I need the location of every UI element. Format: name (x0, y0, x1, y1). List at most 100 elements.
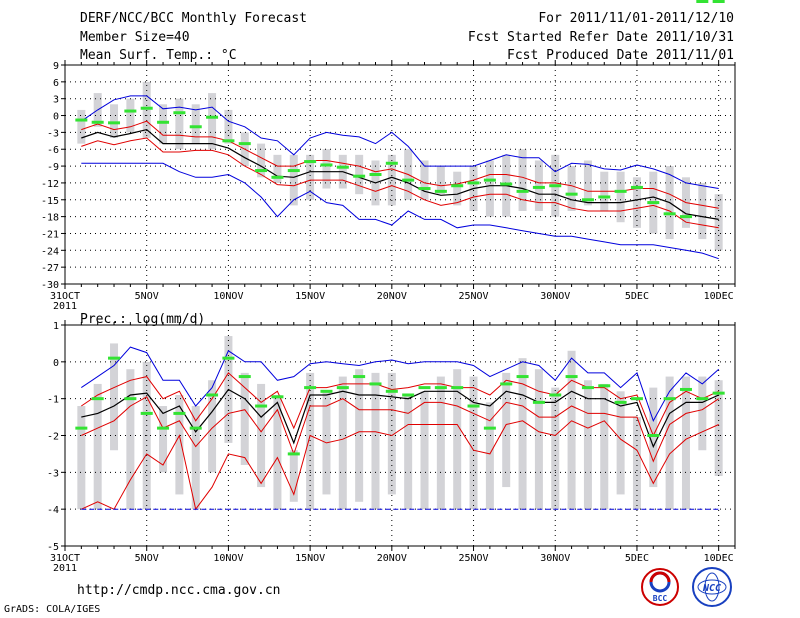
precipitation-panel: -5 -4 -3 -2 -1 0 1 31OCT 5NOV 10NOV 15NOV 20NOV 25NO… (47, 320, 736, 574)
source-url[interactable]: http://cmdp.ncc.cma.gov.cn (77, 583, 281, 598)
spread-box (77, 406, 86, 510)
median-mark (712, 391, 725, 395)
y-tick-label: -15 (41, 196, 59, 207)
median-mark (532, 400, 545, 404)
median-mark (679, 387, 692, 391)
median-mark (614, 189, 627, 193)
spread-box (714, 194, 723, 251)
median-mark (647, 434, 660, 437)
median-mark (679, 215, 692, 219)
series-ensemble-mean (81, 128, 719, 220)
median-mark (712, 0, 725, 3)
spread-box (306, 372, 315, 510)
y-tick-label: -9 (47, 162, 59, 173)
spread-box (191, 406, 200, 510)
y-tick-label: -2 (47, 432, 59, 443)
spread-box (616, 171, 625, 223)
median-mark (140, 106, 153, 110)
x-tick-label: 10DEC (704, 291, 734, 302)
median-mark (91, 397, 104, 401)
y-tick-label: 1 (53, 321, 59, 332)
spread-box (632, 417, 641, 510)
spread-box (355, 154, 364, 195)
spread-box (485, 402, 494, 510)
median-mark (549, 184, 562, 188)
median-mark (124, 397, 137, 401)
median-mark (320, 389, 333, 393)
median-mark (353, 375, 366, 379)
median-mark (287, 452, 300, 456)
spread-box (567, 166, 576, 211)
spread-box (502, 372, 511, 488)
median-mark (124, 109, 137, 113)
median-mark (173, 411, 186, 415)
x-tick-label: 31OCT (50, 553, 80, 564)
spread-box (649, 387, 658, 488)
median-mark (320, 163, 333, 167)
median-mark (206, 393, 219, 397)
median-mark (483, 426, 496, 430)
forecast-period: For 2011/11/01-2011/12/10 (538, 11, 734, 26)
y-tick-label: -6 (47, 145, 59, 156)
median-mark (434, 386, 447, 390)
spread-box (551, 387, 560, 510)
median-mark (287, 169, 300, 173)
spread-box (600, 383, 609, 510)
spread-box (453, 369, 462, 510)
spread-box (257, 383, 266, 488)
x-tick-label: 31OCT (50, 291, 80, 302)
median-mark (140, 411, 153, 415)
spread-box (404, 394, 413, 510)
spread-box (77, 109, 86, 144)
spread-box (126, 369, 135, 510)
median-mark (696, 397, 709, 401)
spread-box (93, 383, 102, 510)
spread-box (273, 394, 282, 510)
series-min (81, 420, 719, 511)
x-tick-label: 30NOV (540, 291, 570, 302)
spread-box (420, 160, 429, 200)
y-tick-label: 0 (53, 358, 59, 369)
variable-label: Mean Surf. Temp.: °C (80, 48, 237, 63)
spread-box (698, 376, 707, 451)
spread-box (175, 394, 184, 495)
bcc-logo: BCC (641, 568, 679, 606)
grads-credit: GrADS: COLA/IGES (4, 604, 101, 615)
spread-box (289, 154, 298, 206)
x-tick-label: 10NOV (213, 553, 243, 564)
y-tick-label: -4 (47, 505, 59, 516)
spread-box (714, 380, 723, 477)
spread-box (273, 154, 282, 183)
spread-box (191, 104, 200, 144)
spread-box (110, 343, 119, 451)
median-mark (565, 192, 578, 196)
median-mark (647, 201, 660, 205)
spread-box (518, 358, 527, 510)
bcc-logo-text: BCC (653, 594, 668, 603)
median-mark (336, 386, 349, 390)
series-mean-plus-std (81, 372, 719, 437)
median-mark (598, 384, 611, 388)
x-year-label: 2011 (53, 563, 77, 574)
spread-box (469, 376, 478, 510)
y-tick-label: 9 (53, 61, 59, 72)
y-tick-label: -24 (41, 246, 59, 257)
spread-box (175, 98, 184, 150)
median-mark (630, 185, 643, 189)
median-mark (369, 173, 382, 176)
x-tick-label: 5NOV (135, 291, 159, 302)
y-tick-label: -12 (41, 179, 59, 190)
median-mark (271, 175, 284, 179)
y-tick-label: -3 (47, 128, 59, 139)
y-tick-label: 3 (53, 95, 59, 106)
median-mark (418, 187, 431, 191)
median-mark (483, 178, 496, 182)
median-mark (598, 195, 611, 199)
median-mark (402, 393, 415, 397)
x-tick-label: 20NOV (377, 553, 407, 564)
median-mark (385, 161, 398, 165)
median-mark (353, 174, 366, 178)
spread-box (567, 350, 576, 510)
